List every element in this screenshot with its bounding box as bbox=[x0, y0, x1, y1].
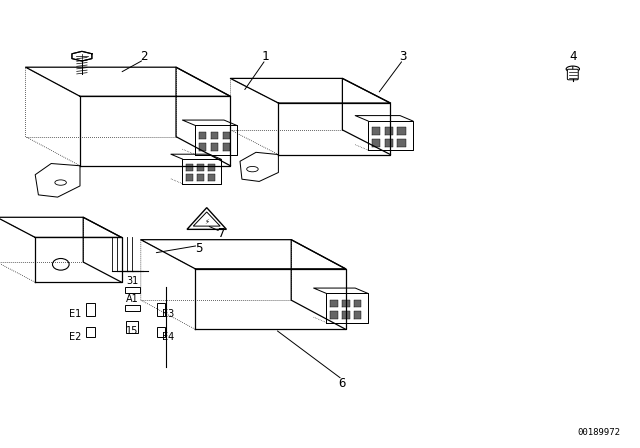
Bar bbox=[126, 321, 138, 333]
Text: ⚡: ⚡ bbox=[204, 220, 209, 225]
Text: A1: A1 bbox=[126, 294, 139, 304]
Polygon shape bbox=[193, 212, 220, 226]
Polygon shape bbox=[186, 174, 193, 181]
Text: 7: 7 bbox=[217, 227, 225, 241]
Text: E4: E4 bbox=[162, 332, 174, 342]
FancyBboxPatch shape bbox=[568, 69, 579, 80]
Text: 6: 6 bbox=[339, 376, 346, 390]
Text: 4: 4 bbox=[569, 49, 577, 63]
Polygon shape bbox=[223, 143, 230, 151]
Text: 1: 1 bbox=[262, 49, 269, 63]
Polygon shape bbox=[207, 174, 215, 181]
Polygon shape bbox=[199, 132, 207, 139]
Text: 15: 15 bbox=[125, 326, 138, 336]
Text: 00189972: 00189972 bbox=[578, 428, 621, 437]
Polygon shape bbox=[240, 152, 278, 181]
Polygon shape bbox=[199, 143, 207, 151]
Polygon shape bbox=[211, 143, 218, 151]
Text: 31: 31 bbox=[126, 276, 139, 286]
Polygon shape bbox=[72, 52, 92, 61]
Polygon shape bbox=[186, 164, 193, 171]
Polygon shape bbox=[385, 127, 393, 135]
Polygon shape bbox=[211, 132, 218, 139]
Polygon shape bbox=[35, 164, 80, 197]
Text: E2: E2 bbox=[69, 332, 81, 342]
Bar bbox=[86, 303, 95, 316]
Ellipse shape bbox=[246, 166, 258, 172]
Circle shape bbox=[52, 258, 69, 270]
Polygon shape bbox=[330, 311, 338, 319]
Text: 3: 3 bbox=[399, 49, 407, 63]
Text: 2: 2 bbox=[140, 49, 148, 63]
Polygon shape bbox=[397, 139, 406, 146]
Bar bbox=[86, 327, 95, 337]
Polygon shape bbox=[330, 300, 338, 307]
Bar bbox=[157, 303, 165, 316]
Polygon shape bbox=[342, 311, 349, 319]
Polygon shape bbox=[196, 164, 204, 171]
Polygon shape bbox=[354, 311, 362, 319]
Polygon shape bbox=[187, 207, 227, 229]
Polygon shape bbox=[223, 132, 230, 139]
Bar bbox=[157, 327, 165, 337]
Polygon shape bbox=[207, 164, 215, 171]
Text: E1: E1 bbox=[69, 309, 81, 319]
Ellipse shape bbox=[55, 180, 67, 185]
Ellipse shape bbox=[566, 66, 579, 72]
Polygon shape bbox=[372, 139, 380, 146]
Polygon shape bbox=[372, 127, 380, 135]
Polygon shape bbox=[397, 127, 406, 135]
Bar bbox=[125, 305, 140, 311]
Polygon shape bbox=[342, 300, 349, 307]
Polygon shape bbox=[385, 139, 393, 146]
Polygon shape bbox=[196, 174, 204, 181]
Bar bbox=[125, 287, 140, 293]
Polygon shape bbox=[354, 300, 362, 307]
Text: 5: 5 bbox=[195, 242, 202, 255]
Text: E3: E3 bbox=[162, 309, 174, 319]
